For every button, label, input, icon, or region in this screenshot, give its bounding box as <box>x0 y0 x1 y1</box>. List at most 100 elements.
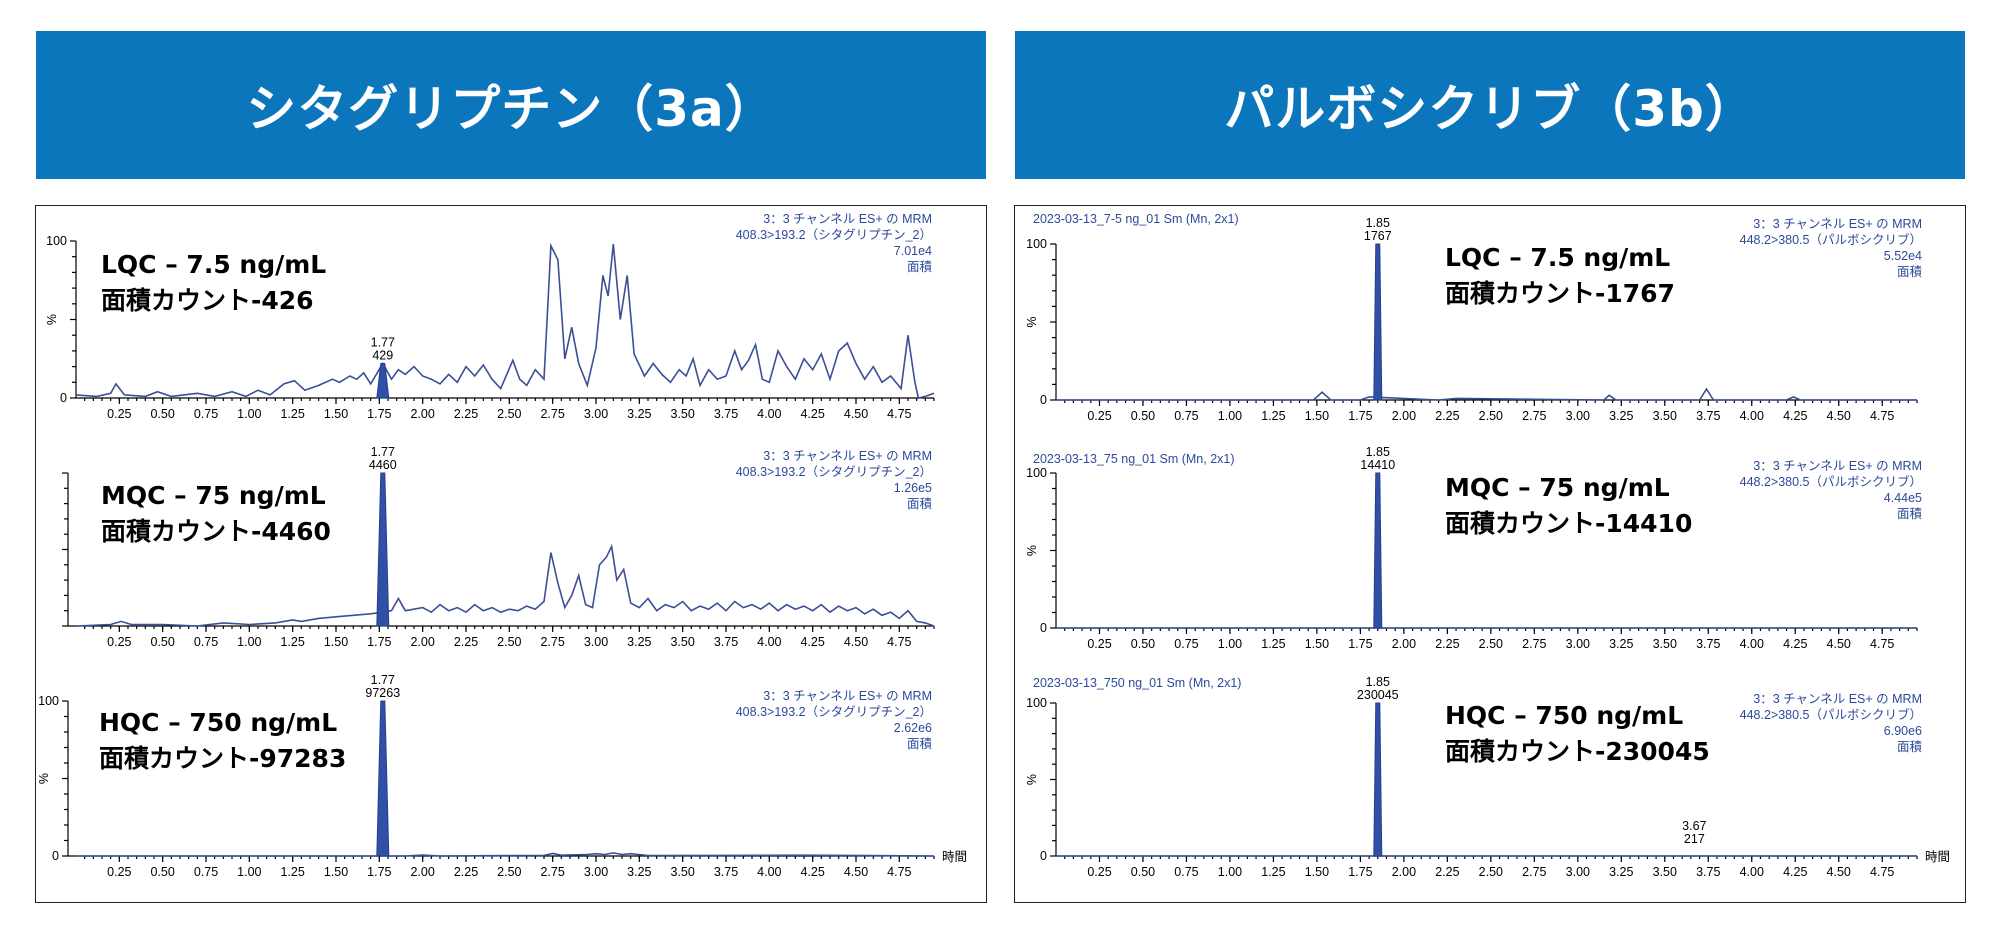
x-tick-label: 4.25 <box>1783 409 1807 423</box>
peak-area-label: 14410 <box>1360 458 1395 472</box>
x-tick-label: 4.00 <box>1740 865 1764 879</box>
x-tick-label: 2.50 <box>497 865 521 879</box>
x-tick-label: 0.75 <box>194 865 218 879</box>
x-tick-label: 0.75 <box>1174 865 1198 879</box>
trace-info-line: 7.01e4 <box>894 244 932 258</box>
peak-rt-label: 1.77 <box>371 445 395 459</box>
x-tick-label: 3.25 <box>627 635 651 649</box>
x-tick-label: 1.75 <box>367 865 391 879</box>
x-tick-label: 3.50 <box>670 635 694 649</box>
x-tick-label: 1.75 <box>1348 637 1372 651</box>
x-tick-label: 4.25 <box>800 407 824 421</box>
x-tick-label: 0.25 <box>107 865 131 879</box>
y-axis-label: % <box>1025 545 1039 556</box>
x-tick-label: 2.75 <box>540 865 564 879</box>
x-tick-label: 4.25 <box>1783 637 1807 651</box>
x-tick-label: 0.50 <box>1131 637 1155 651</box>
chromatogram-panel-right: 2023-03-13_7-5 ng_01 Sm (Mn, 2x1) 100 0% 0.… <box>1025 212 1950 879</box>
x-tick-label: 4.25 <box>800 865 824 879</box>
chromatogram-right-2: 2023-03-13_75 ng_01 Sm (Mn, 2x1)100 0% 0.2… <box>1025 445 1922 651</box>
chromatogram-left-3: 100 0% 0.25 0.50 0.75 1.00 1.25 1.50 1.75 2.00 2.2… <box>37 673 967 879</box>
x-tick-label: 1.25 <box>280 865 304 879</box>
y-tick-label-100: 100 <box>46 234 67 248</box>
y-axis-label: % <box>37 773 51 784</box>
chromatogram-left-1: 100 0% 0.25 0.50 0.75 1.00 1.25 1.50 1.75 2.00 2.2… <box>45 212 935 421</box>
integrated-peak <box>1373 472 1383 629</box>
trace-info-line: 408.3>193.2（シタグリプチン_2） <box>736 705 932 719</box>
y-tick-label-100: 100 <box>38 694 59 708</box>
x-tick-label: 0.75 <box>1174 637 1198 651</box>
peak-area-label: 4460 <box>369 458 397 472</box>
x-tick-label: 4.75 <box>1870 865 1894 879</box>
x-tick-label: 4.75 <box>1870 409 1894 423</box>
x-tick-label: 3.25 <box>627 865 651 879</box>
x-tick-label: 3.00 <box>1566 865 1590 879</box>
x-tick-label: 1.00 <box>1218 637 1242 651</box>
integrated-peak <box>1373 702 1383 857</box>
peak-area-label: 1767 <box>1364 229 1392 243</box>
chromatogram-trace <box>75 242 935 399</box>
x-tick-label: 3.25 <box>1609 865 1633 879</box>
x-tick-label: 4.25 <box>800 635 824 649</box>
x-tick-label: 2.50 <box>497 635 521 649</box>
x-tick-label: 3.75 <box>1696 637 1720 651</box>
x-tick-label: 3.75 <box>714 865 738 879</box>
x-axis-label: 時間 <box>942 850 967 864</box>
x-tick-label: 3.00 <box>584 635 608 649</box>
x-tick-label: 1.25 <box>280 635 304 649</box>
qc-label: LQC – 7.5 ng/mL <box>101 250 326 279</box>
x-tick-label: 1.75 <box>367 635 391 649</box>
header-right-title: パルボシクリブ（3b） <box>1224 80 1756 138</box>
x-tick-label: 4.00 <box>757 865 781 879</box>
y-axis-label: % <box>1025 316 1039 327</box>
x-tick-label: 1.00 <box>1218 865 1242 879</box>
sample-name: 2023-03-13_75 ng_01 Sm (Mn, 2x1) <box>1033 452 1235 466</box>
x-tick-label: 1.50 <box>1305 409 1329 423</box>
x-tick-label: 4.25 <box>1783 865 1807 879</box>
trace-info-line: 面積 <box>907 736 933 751</box>
area-count-label: 面積カウント-426 <box>101 286 314 315</box>
y-tick-label-0: 0 <box>1040 621 1047 635</box>
header-left-title: シタグリプチン（3a） <box>246 80 776 138</box>
x-tick-label: 1.75 <box>1348 865 1372 879</box>
x-tick-label: 4.50 <box>844 865 868 879</box>
x-tick-label: 2.00 <box>410 635 434 649</box>
trace-info-line: 面積 <box>907 496 933 511</box>
y-axis-label: % <box>45 314 59 325</box>
x-tick-label: 0.75 <box>194 635 218 649</box>
x-tick-label: 3.00 <box>584 865 608 879</box>
trace-info-line: 1.26e5 <box>894 481 932 495</box>
x-tick-label: 1.00 <box>1218 409 1242 423</box>
x-tick-label: 2.25 <box>454 865 478 879</box>
x-tick-label: 2.25 <box>1435 409 1459 423</box>
x-tick-label: 1.00 <box>237 407 261 421</box>
x-tick-label: 2.25 <box>1435 637 1459 651</box>
x-tick-label: 4.50 <box>844 635 868 649</box>
x-tick-label: 2.75 <box>540 635 564 649</box>
header-left: シタグリプチン（3a） <box>36 31 986 179</box>
x-axis-label: 時間 <box>1925 850 1950 864</box>
x-tick-label: 2.50 <box>1479 409 1503 423</box>
x-tick-label: 3.25 <box>1609 409 1633 423</box>
y-tick-label-100: 100 <box>1026 237 1047 251</box>
x-tick-label: 2.50 <box>1479 637 1503 651</box>
peak-rt-label: 1.77 <box>371 335 395 349</box>
x-tick-label: 1.50 <box>324 865 348 879</box>
trace-info-line: 面積 <box>1897 264 1923 279</box>
x-tick-label: 1.25 <box>1261 637 1285 651</box>
chromatogram-trace <box>76 852 935 857</box>
chromatogram-left-2: 0.25 0.50 0.75 1.00 1.25 1.50 1.75 2.00 2.25 2.50… <box>62 445 935 649</box>
trace-info-line: 448.2>380.5（パルボシクリブ） <box>1740 474 1922 489</box>
x-tick-label: 0.50 <box>150 635 174 649</box>
x-tick-label: 3.50 <box>670 865 694 879</box>
x-tick-label: 3.25 <box>1609 637 1633 651</box>
x-tick-label: 2.00 <box>1392 865 1416 879</box>
x-tick-label: 3.75 <box>714 635 738 649</box>
x-tick-label: 1.25 <box>1261 865 1285 879</box>
trace-info-line: 448.2>380.5（パルボシクリブ） <box>1740 707 1922 722</box>
trace-info-line: 3：3 チャンネル ES+ の MRM <box>1753 217 1922 231</box>
x-tick-label: 4.50 <box>1827 865 1851 879</box>
qc-label: LQC – 7.5 ng/mL <box>1445 243 1670 272</box>
x-tick-label: 2.75 <box>1522 865 1546 879</box>
x-tick-label: 1.50 <box>1305 637 1329 651</box>
